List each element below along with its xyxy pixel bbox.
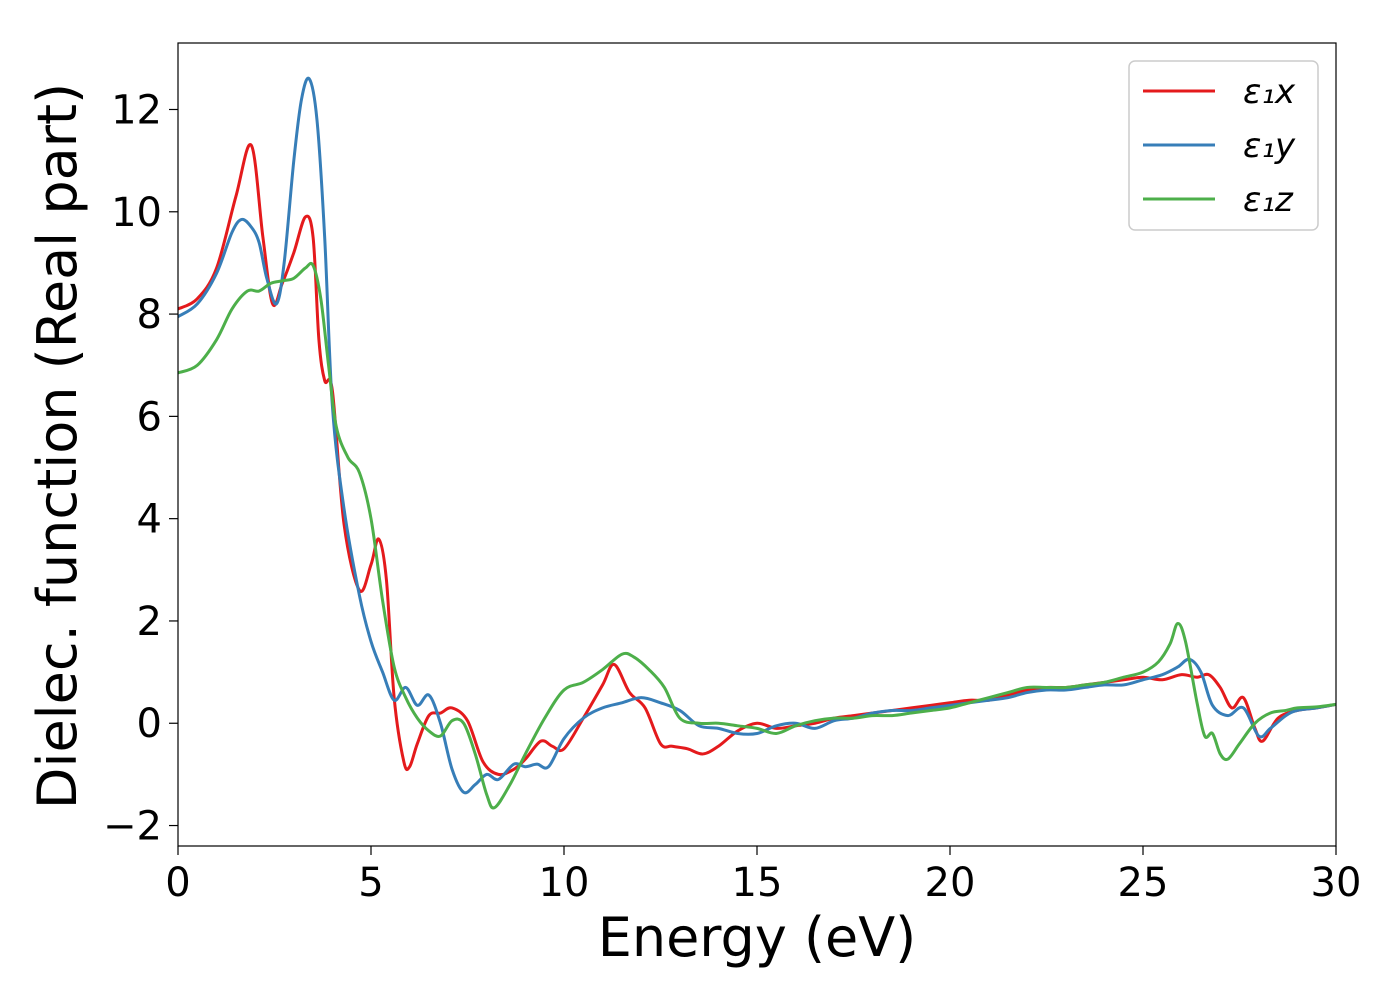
x-tick-label: 15 — [732, 860, 783, 906]
x-tick-label: 5 — [358, 860, 383, 906]
series-line-1 — [178, 143, 1336, 777]
series-group — [178, 76, 1336, 810]
x-tick-label: 25 — [1118, 860, 1169, 906]
x-axis: 0 5 10 15 20 25 30 — [165, 846, 1361, 906]
legend: ε₁x ε₁y ε₁z — [1128, 60, 1319, 231]
x-tick-label: 10 — [539, 860, 590, 906]
series-line-2 — [178, 76, 1336, 795]
legend-label-3: ε₁z — [1243, 180, 1294, 220]
y-tick-label: 0 — [137, 701, 162, 747]
legend-label-2: ε₁y — [1243, 126, 1296, 166]
y-tick-label: 8 — [137, 292, 162, 338]
x-axis-title: Energy (eV) — [598, 906, 917, 969]
series-line-3 — [178, 261, 1336, 810]
y-axis: −2 0 2 4 6 8 10 12 — [103, 87, 178, 850]
y-tick-label: 12 — [111, 87, 162, 133]
y-tick-label: 2 — [137, 599, 162, 645]
x-tick-label: 0 — [165, 860, 190, 906]
legend-box — [1128, 60, 1319, 231]
y-axis-title: Dielec. function (Real part) — [26, 83, 89, 809]
x-tick-label: 30 — [1311, 860, 1362, 906]
y-tick-label: 4 — [137, 497, 162, 543]
y-tick-label: 6 — [137, 394, 162, 440]
x-tick-label: 20 — [925, 860, 976, 906]
y-tick-label: 10 — [111, 190, 162, 236]
legend-label-1: ε₁x — [1243, 72, 1296, 112]
y-tick-label: −2 — [103, 804, 162, 850]
